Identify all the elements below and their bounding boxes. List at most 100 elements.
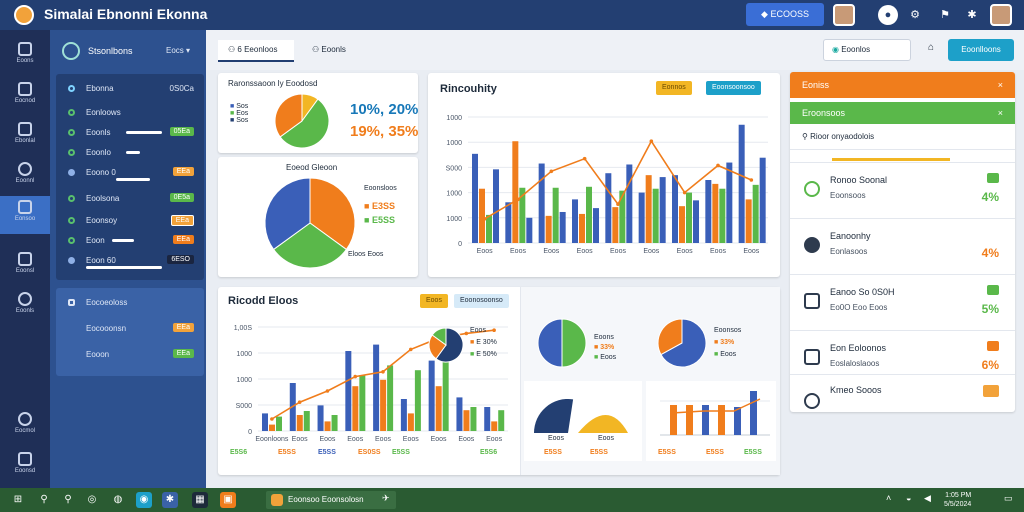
rail-item-dashboard[interactable]: Eonsoo (0, 196, 50, 234)
y-tick-label: 1000 (446, 140, 462, 147)
lock-icon[interactable]: ⌂ (928, 42, 935, 53)
bar (679, 206, 685, 243)
rail-item-analytics[interactable]: Eocnod (0, 78, 50, 116)
rail-item-time[interactable]: Eoonnl (0, 158, 50, 196)
taskbar-app-window[interactable]: Eoonsoo Eoonsolosn (266, 491, 396, 509)
tab-label: 6 Eeonloos (237, 45, 278, 54)
panel-search[interactable]: ⚲ Rioor onyaodolois (790, 124, 1015, 150)
notification-icon[interactable]: ● (878, 5, 898, 25)
tab-details[interactable]: ⚇ Eoonls (312, 45, 346, 54)
filter-chip[interactable]: Eoos (420, 294, 448, 308)
gear-icon[interactable]: ✱ (967, 9, 977, 21)
rail-item-home[interactable]: Eoons (0, 38, 50, 76)
sidebar-menu-dropdown[interactable]: Eocs ▾ (166, 46, 191, 55)
bar (484, 407, 491, 431)
pin-icon[interactable]: ✈ (382, 493, 390, 503)
x-tick-label: Eoos (319, 436, 335, 443)
legend-item: ■ Sos (230, 103, 248, 110)
legend-label: E 30% (476, 339, 497, 346)
sidebar-item[interactable]: Eoonls 05Ea (56, 122, 204, 144)
rail-item-help[interactable]: Eocmol (0, 408, 50, 446)
legend-swatch-icon: ■ (230, 110, 235, 117)
browser-icon[interactable]: ◉ (136, 492, 152, 508)
list-item[interactable]: Eanoonhy Eonlasoos 4% (790, 218, 1015, 274)
filter-chip[interactable]: Eoonsoonsoo (706, 81, 761, 95)
top-action-button[interactable]: ◆ ECOOSS (746, 3, 824, 26)
clock[interactable]: 1:05 PM 5/5/2024 (944, 491, 971, 509)
status-dot-icon (68, 237, 75, 244)
close-icon[interactable]: × (997, 80, 1003, 90)
list-item[interactable]: Eanoo So 0S0H Eo0O Eoo Eoos 5% (790, 274, 1015, 330)
analytics-icon (18, 82, 32, 96)
rail-item-reports[interactable]: Ebonlal (0, 118, 50, 156)
bar (559, 211, 566, 243)
volume-icon[interactable]: ◀ (924, 493, 931, 503)
app-title: Simalai Ebnonni Ekonna (44, 6, 208, 22)
rail-item-docs[interactable]: Eoonsl (0, 248, 50, 286)
sidebar-menu-label: Eocs (166, 46, 184, 55)
list-item[interactable]: Kmeo Sooos (790, 374, 1015, 412)
settings-icon[interactable]: ⚙ (910, 9, 920, 21)
series-label: E5SS (278, 449, 296, 456)
search-button[interactable]: ◉ Eoonlos (823, 39, 911, 61)
notification-icon[interactable]: ▭ (1004, 493, 1013, 503)
globe-icon[interactable]: ◎ (87, 494, 97, 505)
list-item[interactable]: Eon Eoloonos Eoslaloslaoos 6% (790, 330, 1015, 386)
flag-icon[interactable]: ⚑ (940, 9, 950, 21)
search-icon[interactable]: ⚲ (40, 494, 48, 505)
legend-label: Sos (236, 117, 249, 124)
filter-chip[interactable]: Eonnos (656, 81, 692, 95)
start-icon[interactable]: ⊞ (13, 494, 23, 505)
bar (380, 379, 387, 431)
sidebar-item[interactable]: Eocooonsn EEa (56, 318, 204, 340)
progress-bar (116, 178, 150, 181)
dashboard-icon (18, 200, 32, 214)
user-icon (18, 452, 32, 466)
sidebar-panel-header[interactable]: Ebonna 0S0Ca (56, 78, 204, 100)
item-value: 6% (981, 358, 999, 372)
filter-chip[interactable]: Eoonosoonso (454, 294, 509, 308)
series-label: E5SS (658, 449, 676, 456)
sidebar-item[interactable]: Eonloows (56, 102, 204, 124)
user-avatar[interactable] (833, 4, 855, 26)
pie-chart-a (537, 318, 587, 368)
profile-avatar[interactable] (990, 4, 1012, 26)
sidebar-item-label: Eoolsona (86, 194, 120, 203)
app-icon[interactable]: ▣ (220, 492, 236, 508)
item-title: Eanoo So 0S0H (830, 287, 895, 297)
bar (345, 351, 352, 431)
sidebar-item[interactable]: Eoono 0 EEa (56, 162, 204, 184)
network-icon[interactable]: ◒ (906, 493, 912, 503)
sidebar-item[interactable]: Eooon EEa (56, 344, 204, 366)
gear-icon[interactable]: ✱ (162, 492, 178, 508)
pie-card-2: Eoeod Gleoon Eoonsloos ■ E3SS ■ E5SS Elo… (218, 157, 418, 277)
legend-label: Eoonsos (714, 327, 742, 334)
sidebar-item[interactable]: Eoonsoy EEa (56, 210, 204, 232)
sidebar-tag: 05Ea (169, 127, 194, 136)
item-subtitle: Eonlasoos (830, 247, 868, 256)
y-tick-label: 1000 (446, 191, 462, 198)
rail-item-settings[interactable]: Eoonls (0, 288, 50, 326)
sidebar-item[interactable]: Eoonlo (56, 142, 204, 164)
rail-item-user[interactable]: Eoonsd (0, 448, 50, 486)
list-item[interactable]: Ronoo Soonal Eoonsoos 4% (790, 162, 1015, 218)
chat-icon[interactable]: ◍ (113, 494, 123, 505)
sidebar-panel-header[interactable]: Eocoeoloss (56, 292, 204, 314)
primary-action-button[interactable]: Eoonlloons (948, 39, 1014, 61)
search-icon[interactable]: ⚲ (64, 494, 72, 505)
clock-date: 5/5/2024 (944, 501, 972, 508)
tab-overview[interactable]: ⚇ 6 Eeonloos (218, 40, 294, 62)
bar (538, 163, 545, 243)
legend-item: ■ E3SS (364, 201, 395, 211)
bar (400, 399, 407, 431)
grid-icon[interactable]: ▦ (192, 492, 208, 508)
sidebar-item[interactable]: Eoolsona 0E5a (56, 188, 204, 210)
bar (512, 141, 519, 243)
chevron-up-icon[interactable]: ˄ (886, 493, 892, 503)
pie-slice (264, 177, 311, 251)
search-placeholder: Rioor onyaodolois (810, 132, 875, 141)
bar (486, 214, 492, 243)
close-icon[interactable]: × (997, 108, 1003, 118)
sidebar-item[interactable]: Eoon EEa (56, 230, 204, 252)
sidebar-item[interactable]: Eoon 60 6ESO (56, 250, 204, 272)
